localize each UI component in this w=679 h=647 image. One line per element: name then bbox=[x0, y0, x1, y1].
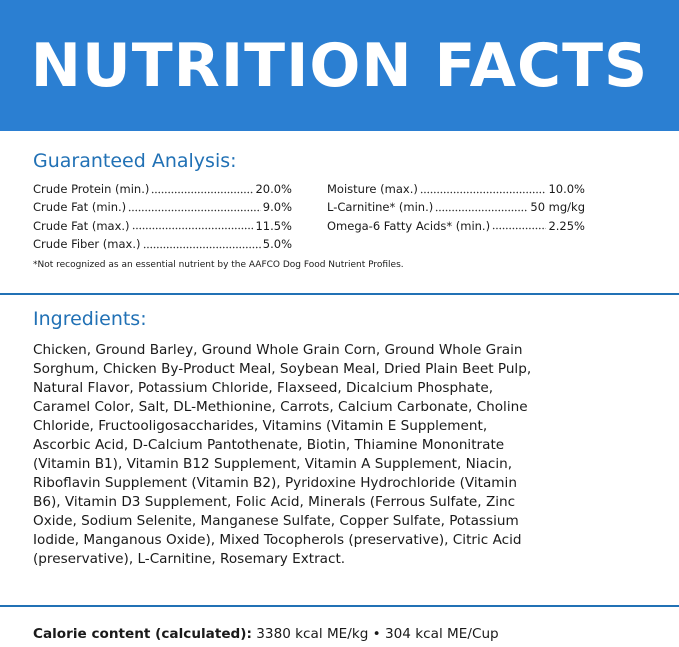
nutrient-label: Crude Protein (min.) bbox=[33, 182, 150, 197]
nutrient-value: 10.0% bbox=[548, 182, 585, 197]
nutrient-label: Crude Fat (min.) bbox=[33, 200, 127, 215]
calorie-value: 3380 kcal ME/kg • 304 kcal ME/Cup bbox=[256, 626, 499, 642]
analysis-column: Moisture (max.) 10.0% L-Carnitine* (min.) 5… bbox=[327, 180, 585, 235]
nutrient-value: 2.25% bbox=[548, 218, 585, 233]
leader bbox=[492, 227, 547, 231]
nutrient-value: 20.0% bbox=[255, 182, 292, 197]
nutrient-value: 5.0% bbox=[262, 237, 292, 252]
nutrient-value: 11.5% bbox=[255, 218, 292, 233]
calorie-label: Calorie content (calculated): bbox=[33, 626, 252, 642]
analysis-row: Crude Fat (max.) 11.5% bbox=[33, 217, 292, 235]
nutrient-label: Crude Fiber (max.) bbox=[33, 237, 141, 252]
leader bbox=[435, 208, 529, 212]
calorie-line: Calorie content (calculated): 3380 kcal … bbox=[33, 626, 499, 642]
nutrient-label: Moisture (max.) bbox=[327, 182, 418, 197]
analysis-column: Crude Protein (min.) 20.0% Crude Fat (min.… bbox=[33, 180, 292, 253]
section-heading: Ingredients: bbox=[33, 308, 147, 330]
analysis-row: Crude Protein (min.) 20.0% bbox=[33, 180, 292, 198]
leader bbox=[142, 245, 261, 249]
analysis-row: Crude Fiber (max.) 5.0% bbox=[33, 235, 292, 253]
leader bbox=[419, 190, 547, 194]
leader bbox=[151, 190, 254, 194]
title: NUTRITION FACTS bbox=[30, 30, 649, 101]
nutrient-label: Omega-6 Fatty Acids* (min.) bbox=[327, 218, 491, 233]
leader bbox=[131, 227, 254, 231]
banner: NUTRITION FACTS bbox=[0, 0, 679, 131]
analysis-row: Crude Fat (min.) 9.0% bbox=[33, 198, 292, 216]
section-heading: Guaranteed Analysis: bbox=[33, 150, 237, 172]
divider bbox=[0, 293, 679, 295]
nutrient-label: L-Carnitine* (min.) bbox=[327, 200, 434, 215]
nutrient-value: 9.0% bbox=[262, 200, 292, 215]
analysis-row: Moisture (max.) 10.0% bbox=[327, 180, 585, 198]
nutrient-value: 50 mg/kg bbox=[530, 200, 585, 215]
nutrient-label: Crude Fat (max.) bbox=[33, 218, 130, 233]
analysis-row: Omega-6 Fatty Acids* (min.) 2.25% bbox=[327, 217, 585, 235]
ingredients-text: Chicken, Ground Barley, Ground Whole Gra… bbox=[33, 342, 532, 567]
footnote: *Not recognized as an essential nutrient… bbox=[33, 260, 404, 270]
divider bbox=[0, 605, 679, 607]
leader bbox=[128, 208, 261, 212]
analysis-row: L-Carnitine* (min.) 50 mg/kg bbox=[327, 198, 585, 216]
